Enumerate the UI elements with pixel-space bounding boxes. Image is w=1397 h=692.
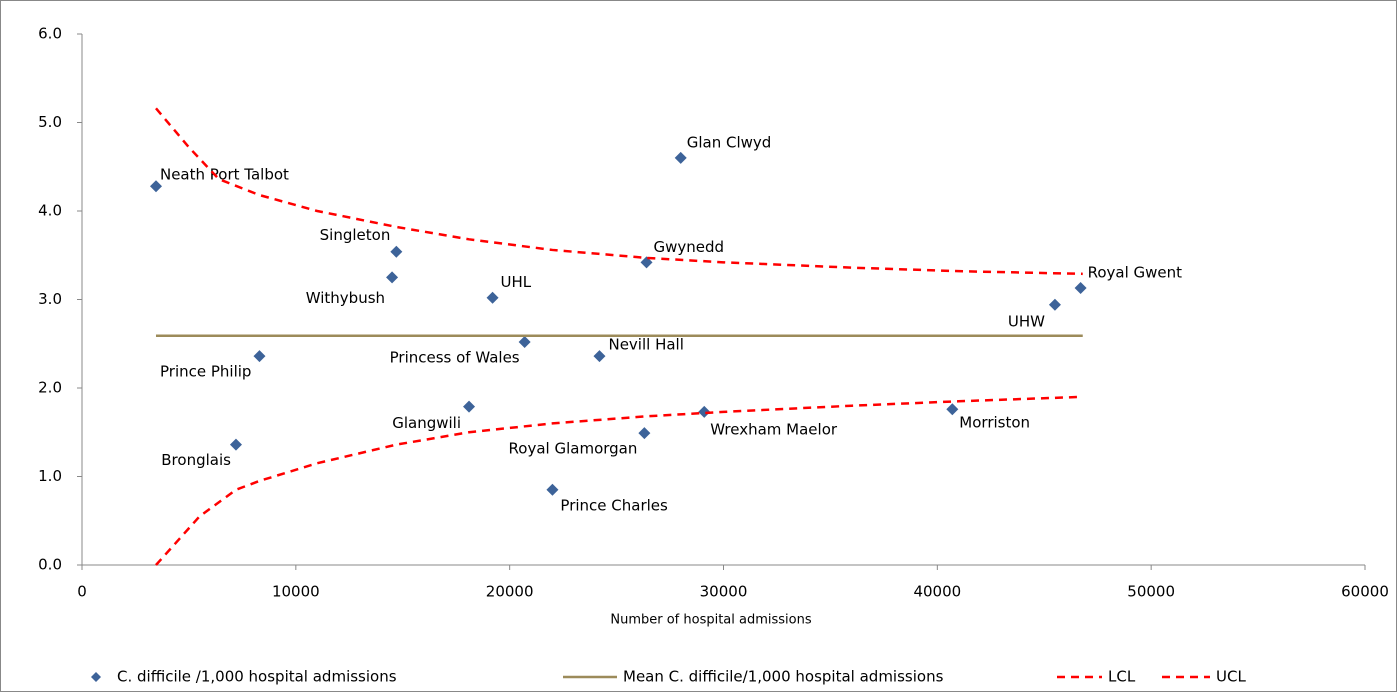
legend-label: C. difficile /1,000 hospital admissions <box>117 668 397 686</box>
y-tick-label: 1.0 <box>38 467 62 485</box>
point-label: Morriston <box>959 414 1030 432</box>
x-tick-label: 50000 <box>1127 583 1175 601</box>
point <box>518 335 531 348</box>
point-label: Withybush <box>306 289 385 307</box>
y-tick-label: 6.0 <box>38 25 62 43</box>
y-tick-label: 5.0 <box>38 113 62 131</box>
point-label: Gwynedd <box>654 238 725 256</box>
limit-line <box>155 395 1083 566</box>
x-tick-label: 40000 <box>913 583 961 601</box>
point <box>674 151 687 164</box>
point <box>149 180 162 193</box>
point <box>593 350 606 363</box>
point-label: Royal Gwent <box>1088 263 1183 281</box>
x-axis-label: Number of hospital admissions <box>610 613 811 628</box>
y-tick-label: 0.0 <box>38 556 62 574</box>
legend-marker <box>91 672 101 682</box>
point <box>698 405 711 418</box>
point <box>640 256 653 269</box>
point-label: Nevill Hall <box>608 336 683 354</box>
point <box>546 483 559 496</box>
x-tick-label: 30000 <box>700 583 748 601</box>
point-label: Neath Port Talbot <box>160 166 289 184</box>
point <box>386 271 399 284</box>
point <box>229 438 242 451</box>
limit-line <box>155 107 1083 276</box>
point-label: Prince Philip <box>160 363 251 381</box>
point <box>946 403 959 416</box>
point-label: UHW <box>1008 312 1045 330</box>
point-label: Wrexham Maelor <box>710 420 838 438</box>
point <box>390 245 403 258</box>
legend-label: LCL <box>1108 668 1136 686</box>
point-label: Glan Clwyd <box>687 133 772 151</box>
y-tick-label: 4.0 <box>38 202 62 220</box>
legend-label: Mean C. difficile/1,000 hospital admissi… <box>623 668 944 686</box>
point-label: Prince Charles <box>560 496 668 514</box>
x-tick-label: 0 <box>77 583 87 601</box>
y-tick-label: 3.0 <box>38 290 62 308</box>
point-label: Princess of Wales <box>390 348 520 366</box>
x-tick-label: 20000 <box>486 583 534 601</box>
point <box>1074 281 1087 294</box>
point <box>463 400 476 413</box>
point-label: UHL <box>501 273 532 291</box>
point <box>638 427 651 440</box>
y-tick-label: 2.0 <box>38 379 62 397</box>
point <box>486 291 499 304</box>
point-label: Royal Glamorgan <box>509 440 638 458</box>
point <box>253 350 266 363</box>
x-tick-label: 10000 <box>272 583 320 601</box>
x-tick-label: 60000 <box>1341 583 1389 601</box>
point-label: Glangwili <box>392 414 461 432</box>
point <box>1048 298 1061 311</box>
legend-label: UCL <box>1216 668 1246 686</box>
point-label: Bronglais <box>161 451 231 469</box>
point-label: Singleton <box>320 226 391 244</box>
